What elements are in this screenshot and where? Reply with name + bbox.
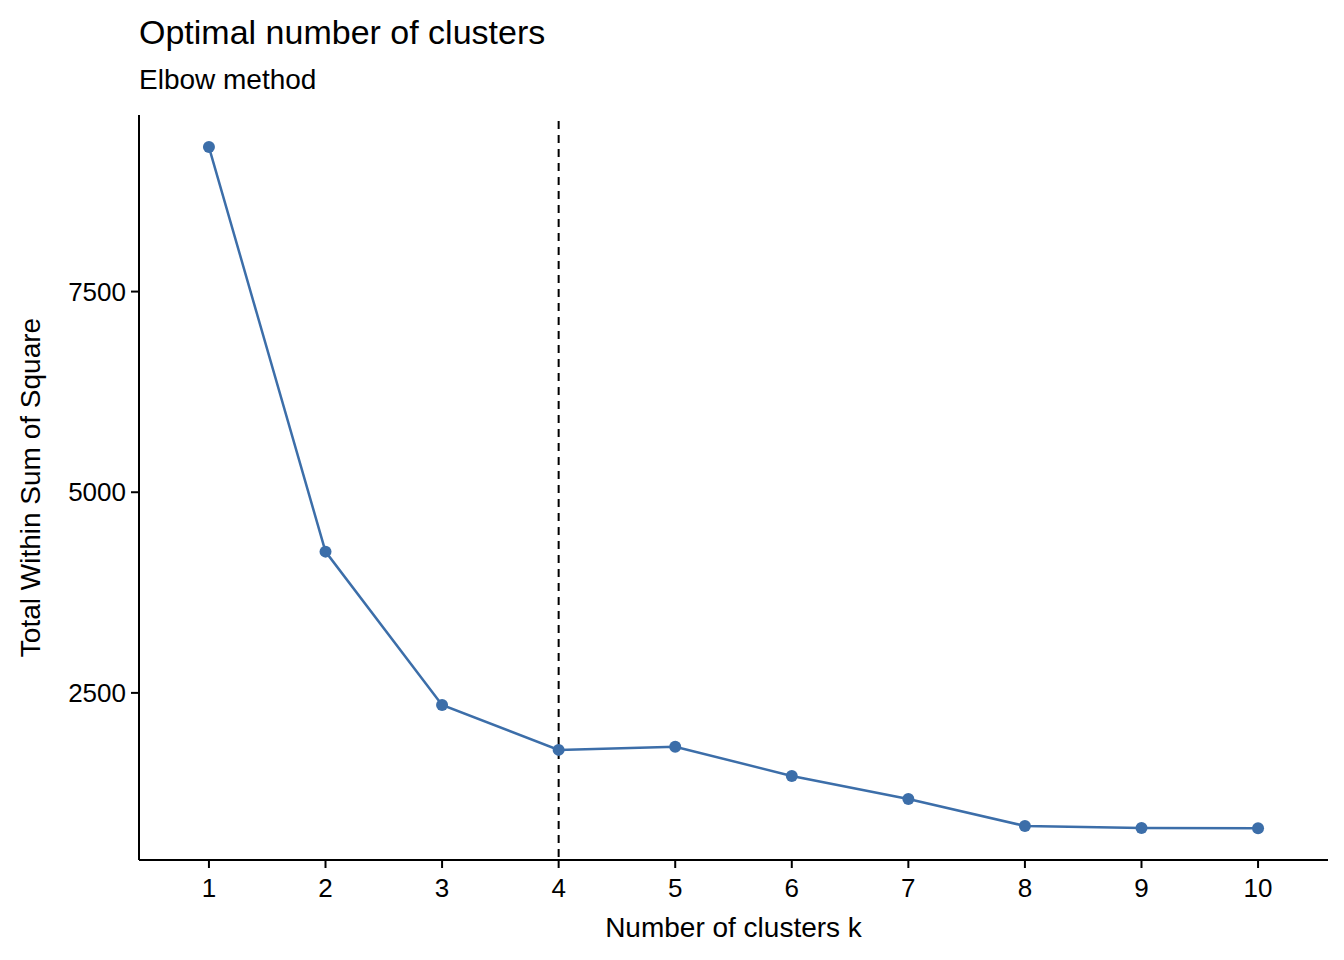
- y-tick: [131, 291, 139, 293]
- y-tick: [131, 491, 139, 493]
- title: Optimal number of clusters: [139, 13, 545, 51]
- data-point: [1252, 822, 1264, 834]
- x-tick-label: 8: [1018, 873, 1032, 903]
- x-tick-label: 4: [551, 873, 565, 903]
- y-tick-label: 5000: [68, 477, 126, 507]
- x-tick-label: 7: [901, 873, 915, 903]
- x-tick-label: 10: [1244, 873, 1273, 903]
- x-tick: [907, 860, 909, 868]
- data-point: [1019, 820, 1031, 832]
- x-tick: [1140, 860, 1142, 868]
- x-tick: [1257, 860, 1259, 868]
- subtitle: Elbow method: [139, 64, 316, 95]
- x-tick: [325, 860, 327, 868]
- y-axis-line: [138, 115, 140, 860]
- x-tick: [208, 860, 210, 868]
- x-axis-title: Number of clusters k: [605, 912, 863, 943]
- x-tick: [558, 860, 560, 868]
- x-tick: [791, 860, 793, 868]
- data-point: [669, 741, 681, 753]
- data-point: [203, 141, 215, 153]
- data-point: [786, 770, 798, 782]
- x-tick: [1024, 860, 1026, 868]
- y-axis-title: Total Within Sum of Square: [15, 318, 46, 657]
- x-tick-label: 9: [1134, 873, 1148, 903]
- data-point: [1135, 822, 1147, 834]
- x-tick-label: 1: [202, 873, 216, 903]
- y-tick: [131, 692, 139, 694]
- x-tick: [441, 860, 443, 868]
- data-point: [320, 546, 332, 558]
- data-point: [436, 699, 448, 711]
- x-axis-line: [139, 859, 1328, 861]
- data-point: [902, 793, 914, 805]
- x-tick-label: 6: [785, 873, 799, 903]
- plot-area: [203, 121, 1264, 860]
- x-tick: [674, 860, 676, 868]
- y-tick-label: 7500: [68, 277, 126, 307]
- y-tick-label: 2500: [68, 678, 126, 708]
- x-tick-label: 5: [668, 873, 682, 903]
- data-point: [553, 744, 565, 756]
- x-tick-label: 2: [318, 873, 332, 903]
- chart-container: Optimal number of clustersElbow method25…: [0, 0, 1344, 960]
- x-tick-label: 3: [435, 873, 449, 903]
- series-line: [209, 147, 1258, 828]
- chart-svg: Optimal number of clustersElbow method25…: [0, 0, 1344, 960]
